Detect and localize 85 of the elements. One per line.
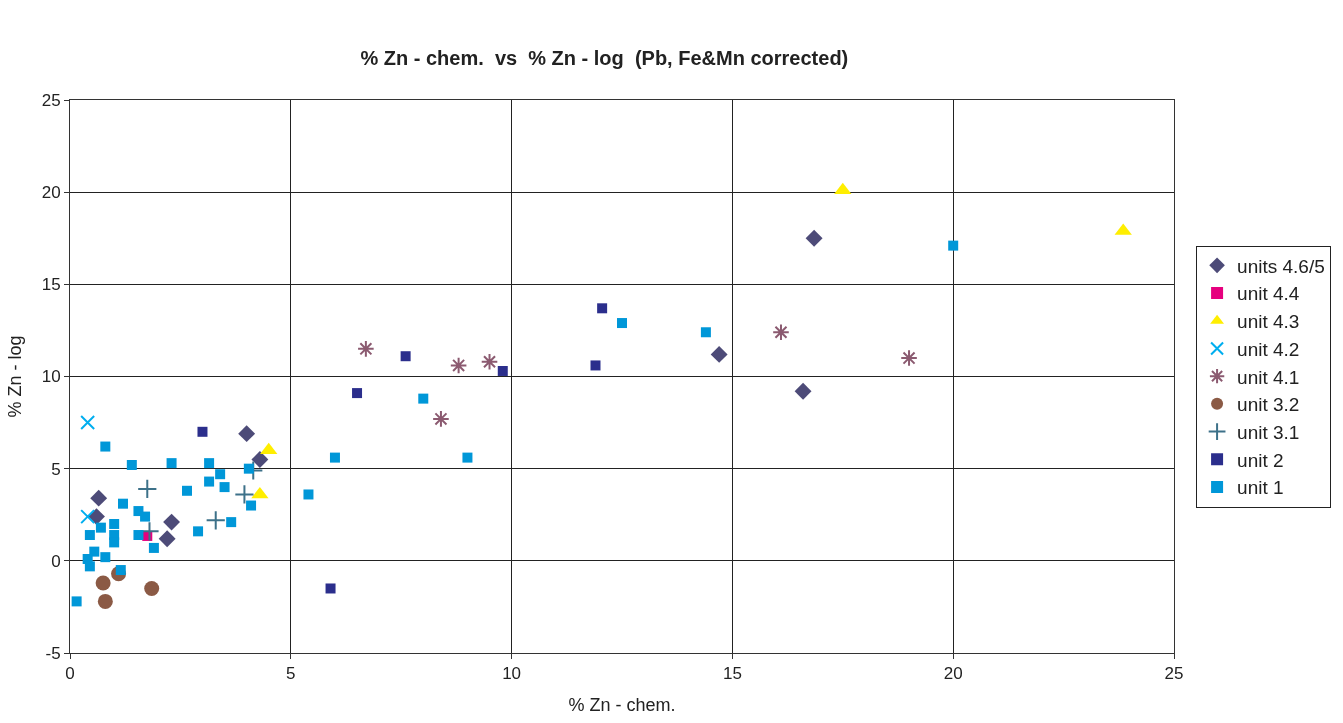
point bbox=[948, 240, 959, 251]
point bbox=[303, 489, 314, 500]
y-tick-label: 5 bbox=[51, 459, 61, 479]
point bbox=[251, 451, 269, 468]
x-tick-label: 15 bbox=[722, 664, 742, 684]
legend-label: units 4.6/5 bbox=[1237, 255, 1325, 277]
point bbox=[418, 393, 429, 404]
point bbox=[197, 426, 208, 437]
point bbox=[432, 410, 450, 428]
legend-label: unit 4.3 bbox=[1237, 311, 1300, 333]
point bbox=[243, 463, 254, 474]
point bbox=[109, 518, 120, 529]
point bbox=[700, 327, 711, 338]
x-tick-label: 10 bbox=[502, 664, 522, 684]
point bbox=[219, 482, 230, 493]
point bbox=[449, 356, 468, 375]
point bbox=[400, 351, 411, 362]
point bbox=[462, 452, 473, 463]
legend-label: unit 1 bbox=[1237, 477, 1284, 499]
x-tick-label: 25 bbox=[1164, 664, 1184, 684]
point bbox=[204, 458, 215, 469]
point bbox=[226, 517, 237, 528]
point bbox=[597, 303, 608, 314]
point bbox=[100, 441, 111, 452]
y-tick-label: 25 bbox=[41, 90, 61, 110]
point bbox=[144, 580, 160, 596]
point bbox=[84, 561, 95, 572]
point bbox=[84, 530, 95, 541]
y-tick-label: 20 bbox=[41, 183, 61, 203]
y-axis-title: % Zn - log bbox=[4, 335, 25, 418]
legend-label: unit 3.2 bbox=[1237, 394, 1300, 416]
point bbox=[497, 365, 508, 376]
point bbox=[100, 552, 111, 563]
point bbox=[137, 478, 158, 500]
point bbox=[329, 452, 340, 463]
point bbox=[204, 476, 215, 487]
y-tick-label: -5 bbox=[45, 643, 61, 663]
point bbox=[710, 345, 728, 363]
point bbox=[772, 323, 790, 342]
legend-label: unit 4.2 bbox=[1237, 338, 1300, 360]
x-tick-label: 0 bbox=[65, 664, 75, 684]
x-tick-label: 5 bbox=[286, 664, 296, 684]
legend-label: unit 4.1 bbox=[1237, 366, 1300, 388]
y-tick-label: 0 bbox=[51, 551, 61, 571]
chart-title: % Zn - chem. vs % Zn - log (Pb, Fe&Mn corrected) bbox=[360, 46, 849, 69]
point bbox=[182, 485, 193, 496]
point bbox=[80, 415, 96, 431]
point bbox=[80, 509, 96, 525]
point bbox=[352, 388, 363, 399]
point bbox=[95, 575, 111, 591]
point bbox=[205, 510, 226, 531]
point bbox=[166, 458, 177, 469]
point bbox=[95, 522, 106, 533]
point bbox=[357, 340, 375, 358]
y-tick-label: 10 bbox=[41, 367, 61, 387]
point bbox=[590, 360, 601, 371]
point bbox=[163, 513, 181, 531]
point bbox=[193, 526, 204, 537]
point bbox=[109, 537, 120, 548]
point bbox=[158, 530, 176, 548]
point bbox=[900, 349, 918, 367]
point bbox=[246, 500, 257, 511]
x-tick-label: 20 bbox=[943, 664, 963, 684]
point bbox=[234, 484, 255, 505]
point bbox=[126, 459, 137, 470]
point bbox=[834, 182, 852, 195]
point bbox=[148, 542, 159, 553]
point bbox=[325, 583, 336, 594]
legend-label: unit 2 bbox=[1237, 449, 1284, 471]
point bbox=[90, 489, 108, 507]
x-axis-title: % Zn - chem. bbox=[568, 694, 676, 715]
point bbox=[117, 498, 128, 509]
point bbox=[480, 352, 499, 371]
point bbox=[617, 318, 627, 329]
point bbox=[97, 593, 113, 609]
point bbox=[71, 596, 82, 607]
legend-label: unit 3.1 bbox=[1237, 421, 1300, 443]
point bbox=[805, 229, 823, 247]
point bbox=[133, 530, 144, 541]
point bbox=[794, 382, 812, 400]
legend-label: unit 4.4 bbox=[1237, 283, 1300, 305]
y-tick-label: 15 bbox=[41, 275, 61, 295]
point bbox=[238, 425, 256, 443]
point bbox=[215, 469, 226, 480]
point bbox=[140, 511, 151, 522]
